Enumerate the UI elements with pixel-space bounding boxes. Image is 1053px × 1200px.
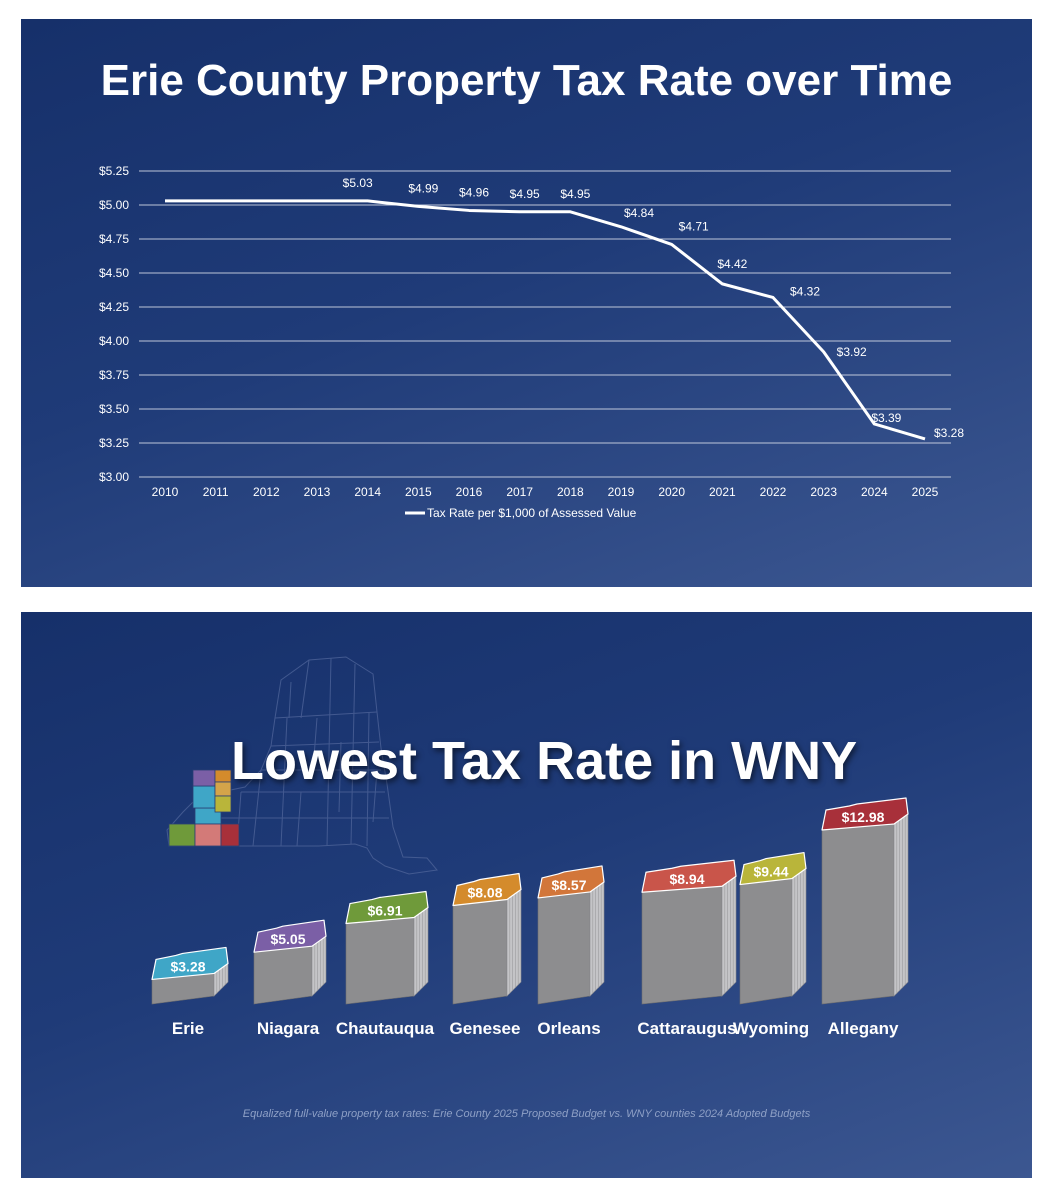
county-name-label: Cattaraugus [637,1019,736,1038]
county-block-top [537,865,605,899]
data-label: $4.84 [624,206,654,220]
county-name-label: Genesee [450,1019,521,1038]
county-rate-label: $8.94 [669,871,704,887]
county-block-front [821,823,895,1005]
county-block-orleans: $8.57 Orleans [537,865,605,1038]
y-tick-label: $3.00 [99,470,129,484]
source-footnote: Equalized full-value property tax rates:… [242,1108,811,1120]
county-block-genesee: $8.08 Genesee [450,872,522,1038]
county-rate-label: $3.28 [170,958,205,974]
county-block-front [452,899,508,1005]
county-rate-label: $9.44 [753,864,788,880]
data-label: $5.03 [343,176,373,190]
x-tick-label: 2021 [709,485,736,499]
wny-tax-rate-comparison-slide: Lowest Tax Rate in WNY $3.28 Erie $5.05 Nia… [21,612,1032,1178]
county-block-front [537,891,591,1005]
x-tick-label: 2013 [304,485,331,499]
county-name-label: Orleans [537,1019,600,1038]
data-label: $4.32 [790,284,820,298]
county-name-label: Allegany [828,1019,899,1038]
x-tick-label: 2014 [354,485,381,499]
county-block-front [345,917,415,1005]
y-tick-label: $4.25 [99,300,129,314]
x-tick-label: 2016 [456,485,483,499]
county-name-label: Niagara [257,1019,320,1038]
county-block-side [506,888,522,997]
county-block-front [253,945,313,1005]
county-block-front [641,885,723,1005]
county-block-cattaraugus: $8.94 Cattaraugus [637,859,737,1038]
x-tick-label: 2022 [760,485,787,499]
legend-label: Tax Rate per $1,000 of Assessed Value [427,506,637,520]
county-name-label: Erie [172,1019,204,1038]
county-block-top [739,851,807,886]
y-tick-label: $3.25 [99,436,129,450]
county-name-label: Wyoming [733,1019,809,1038]
x-tick-label: 2017 [506,485,533,499]
x-tick-label: 2019 [608,485,635,499]
county-block-side [413,906,429,997]
data-label: $4.71 [679,219,709,233]
y-tick-label: $4.75 [99,232,129,246]
y-tick-label: $3.75 [99,368,129,382]
y-tick-label: $4.50 [99,266,129,280]
y-tick-label: $5.25 [99,164,129,178]
data-label: $4.99 [408,181,438,195]
line-chart: $3.00 $3.25 $3.50 $3.75 $4.00 $4.25 $4.50 $4.75… [99,164,964,520]
county-block-top [641,859,737,893]
comparison-title: Lowest Tax Rate in WNY [231,731,858,791]
county-rate-label: $8.57 [551,877,586,893]
x-tick-label: 2018 [557,485,584,499]
county-name-label: Chautauqua [336,1019,435,1038]
y-tick-label: $3.50 [99,402,129,416]
county-block-top [821,797,909,831]
x-tick-label: 2025 [912,485,939,499]
y-tick-label: $4.00 [99,334,129,348]
data-label: $4.42 [717,257,747,271]
county-block-side [589,881,605,997]
county-rate-label: $12.98 [842,809,885,825]
x-tick-label: 2011 [203,485,229,499]
x-tick-label: 2010 [152,485,179,499]
county-block-chautauqua: $6.91 Chautauqua [336,890,435,1038]
x-tick-label: 2024 [861,485,888,499]
county-block-wyoming: $9.44 Wyoming [733,851,809,1038]
tax-rate-line-chart-slide: Erie County Property Tax Rate over Time … [21,19,1032,587]
data-label: $4.96 [459,185,489,199]
x-tick-label: 2015 [405,485,432,499]
tax-rate-series-line [165,199,926,441]
county-block-niagara: $5.05 Niagara [253,919,327,1038]
county-rate-label: $5.05 [270,931,305,947]
county-block-top [345,890,429,925]
data-label: $3.39 [871,411,901,425]
county-rate-label: $8.08 [467,885,502,901]
data-label: $3.28 [934,426,964,440]
county-block-front [739,878,793,1005]
data-label: $3.92 [837,345,867,359]
county-block-side [791,867,807,997]
county-block-side [721,875,737,997]
chart-title: Erie County Property Tax Rate over Time [100,56,953,105]
y-tick-label: $5.00 [99,198,129,212]
county-rate-label: $6.91 [367,903,402,919]
data-label: $4.95 [510,187,540,201]
county-block-allegany: $12.98 Allegany [821,797,909,1038]
county-block-top [151,946,229,981]
x-tick-label: 2012 [253,485,280,499]
county-block-side [893,813,909,997]
county-block-erie: $3.28 Erie [151,946,229,1038]
county-block-top [452,872,522,907]
new-york-state-map-icon [166,656,438,875]
x-tick-label: 2020 [658,485,685,499]
county-tax-rate-chart: $3.28 Erie $5.05 Niagara $6.91 Chautauqua $8.0… [151,797,909,1038]
data-label: $4.95 [560,187,590,201]
county-block-top [253,919,327,953]
x-tick-label: 2023 [810,485,837,499]
